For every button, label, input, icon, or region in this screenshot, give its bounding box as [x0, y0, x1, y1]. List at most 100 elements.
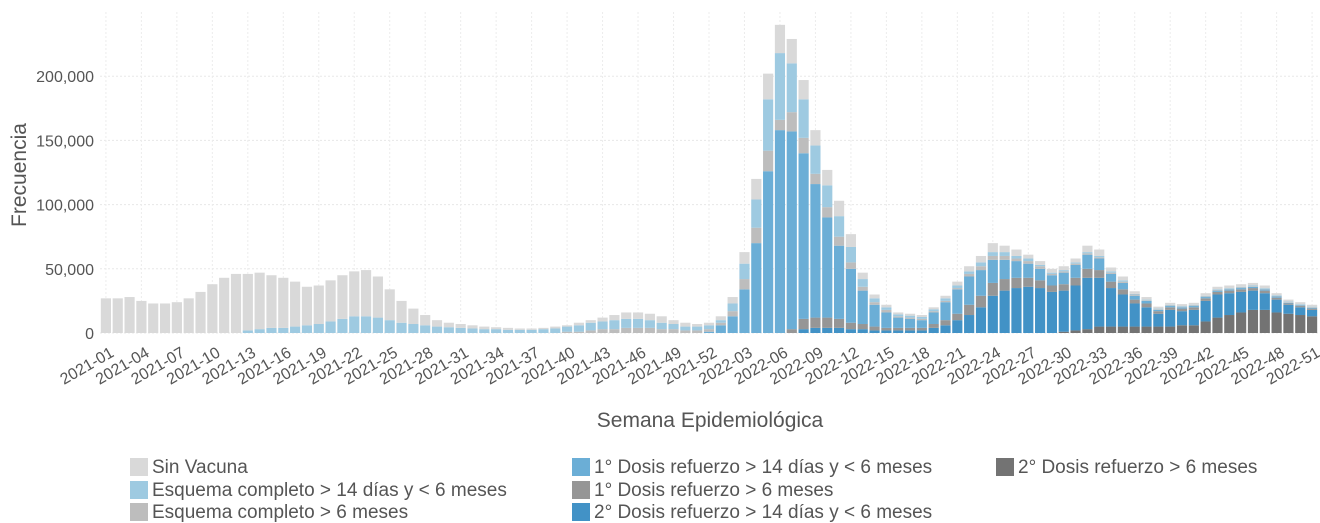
bar-segment — [881, 312, 892, 328]
bar-segment — [987, 282, 998, 296]
bar-segment — [893, 314, 904, 317]
bar-segment — [916, 315, 927, 317]
bar-segment — [1070, 277, 1081, 286]
bar-segment — [621, 318, 632, 328]
bar-segment — [668, 320, 679, 325]
bar-segment — [1129, 295, 1140, 300]
legend-label: 1° Dosis refuerzo > 14 días y < 6 meses — [594, 457, 932, 478]
bar-segment — [1011, 258, 1022, 262]
bar-segment — [1153, 308, 1164, 310]
bar-segment — [703, 329, 715, 332]
bar-segment — [786, 38, 797, 64]
bar-segment — [904, 330, 916, 333]
bar-segment — [881, 327, 892, 331]
bar-segment — [1200, 293, 1211, 296]
bar-segment — [632, 312, 644, 319]
bar-segment — [845, 268, 856, 323]
bar-segment — [1011, 288, 1022, 333]
bar-segment — [1224, 285, 1235, 289]
bar-segment — [999, 259, 1010, 280]
bar-segment — [337, 275, 348, 319]
bar-segment — [1259, 289, 1270, 291]
bar-segment — [1082, 268, 1093, 278]
bar-segment — [952, 313, 963, 321]
bar-segment — [360, 316, 372, 333]
bar-segment — [1141, 297, 1152, 300]
bar-segment — [1129, 299, 1140, 304]
bar-segment — [573, 322, 585, 326]
bar-segment — [964, 276, 975, 305]
bar-segment — [408, 308, 419, 325]
bar-segment — [1046, 273, 1058, 276]
bar-segment — [1082, 253, 1093, 255]
bar-segment — [798, 318, 809, 330]
bar-segment — [1283, 313, 1294, 333]
bar-segment — [1283, 301, 1294, 303]
bar-segment — [467, 328, 478, 333]
y-tick-label: 150,000 — [36, 133, 94, 150]
bar-segment — [491, 329, 502, 333]
bar-segment — [1200, 321, 1211, 333]
bar-segment — [573, 331, 585, 333]
bar-segment — [349, 271, 360, 317]
bar-segment — [987, 243, 998, 253]
bar-segment — [1259, 293, 1270, 310]
bar-segment — [904, 313, 916, 316]
bar-segment — [1283, 302, 1294, 304]
bar-segment — [467, 325, 478, 329]
bar-segment — [1224, 288, 1235, 290]
bar-segment — [1295, 306, 1306, 308]
bar-segment — [1070, 263, 1081, 265]
bar-segment — [278, 327, 289, 333]
bar-segment — [916, 327, 927, 331]
bar-segment — [975, 266, 987, 271]
bar-segment — [148, 303, 159, 333]
bar-segment — [621, 327, 632, 333]
bar-segment — [1117, 326, 1128, 333]
bar-segment — [798, 153, 809, 319]
bar-segment — [869, 294, 880, 299]
bar-segment — [833, 327, 845, 333]
bar-segment — [975, 295, 987, 308]
bar-segment — [609, 320, 620, 330]
bar-segment — [1094, 255, 1105, 258]
bar-segment — [1188, 304, 1199, 306]
bar-segment — [739, 279, 750, 290]
bar-segment — [1094, 326, 1105, 333]
bar-segment — [810, 145, 821, 174]
bar-segment — [420, 325, 431, 333]
bar-segment — [703, 325, 715, 330]
bar-segment — [869, 304, 880, 327]
bar-segment — [893, 312, 904, 315]
bar-segment — [987, 259, 998, 283]
bar-segment — [479, 329, 490, 333]
bar-segment — [881, 330, 892, 333]
bar-segment — [833, 236, 845, 246]
bar-segment — [1176, 304, 1188, 307]
bar-segment — [1224, 288, 1235, 289]
bar-segment — [1082, 245, 1093, 253]
legend-swatch — [130, 458, 148, 476]
bar-segment — [727, 316, 738, 333]
bar-segment — [810, 130, 821, 146]
bar-segment — [1188, 306, 1199, 308]
bar-segment — [1023, 261, 1034, 264]
bar-segment — [159, 303, 171, 333]
bar-segment — [940, 325, 951, 333]
bar-segment — [254, 329, 265, 333]
x-axis-title: Semana Epidemiológica — [597, 409, 824, 432]
bar-segment — [952, 320, 963, 333]
bar-segment — [1236, 288, 1247, 290]
bar-segment — [845, 262, 856, 269]
bar-segment — [443, 327, 454, 333]
bar-segment — [1023, 277, 1034, 287]
bar-segment — [1247, 286, 1259, 289]
bar-segment — [491, 327, 502, 330]
bar-segment — [1117, 280, 1128, 282]
bar-segment — [1035, 268, 1046, 281]
bar-segment — [893, 317, 904, 328]
bar-segment — [562, 331, 573, 333]
bar-segment — [100, 298, 111, 333]
bar-segment — [1271, 293, 1282, 296]
bar-segment — [1176, 306, 1188, 307]
